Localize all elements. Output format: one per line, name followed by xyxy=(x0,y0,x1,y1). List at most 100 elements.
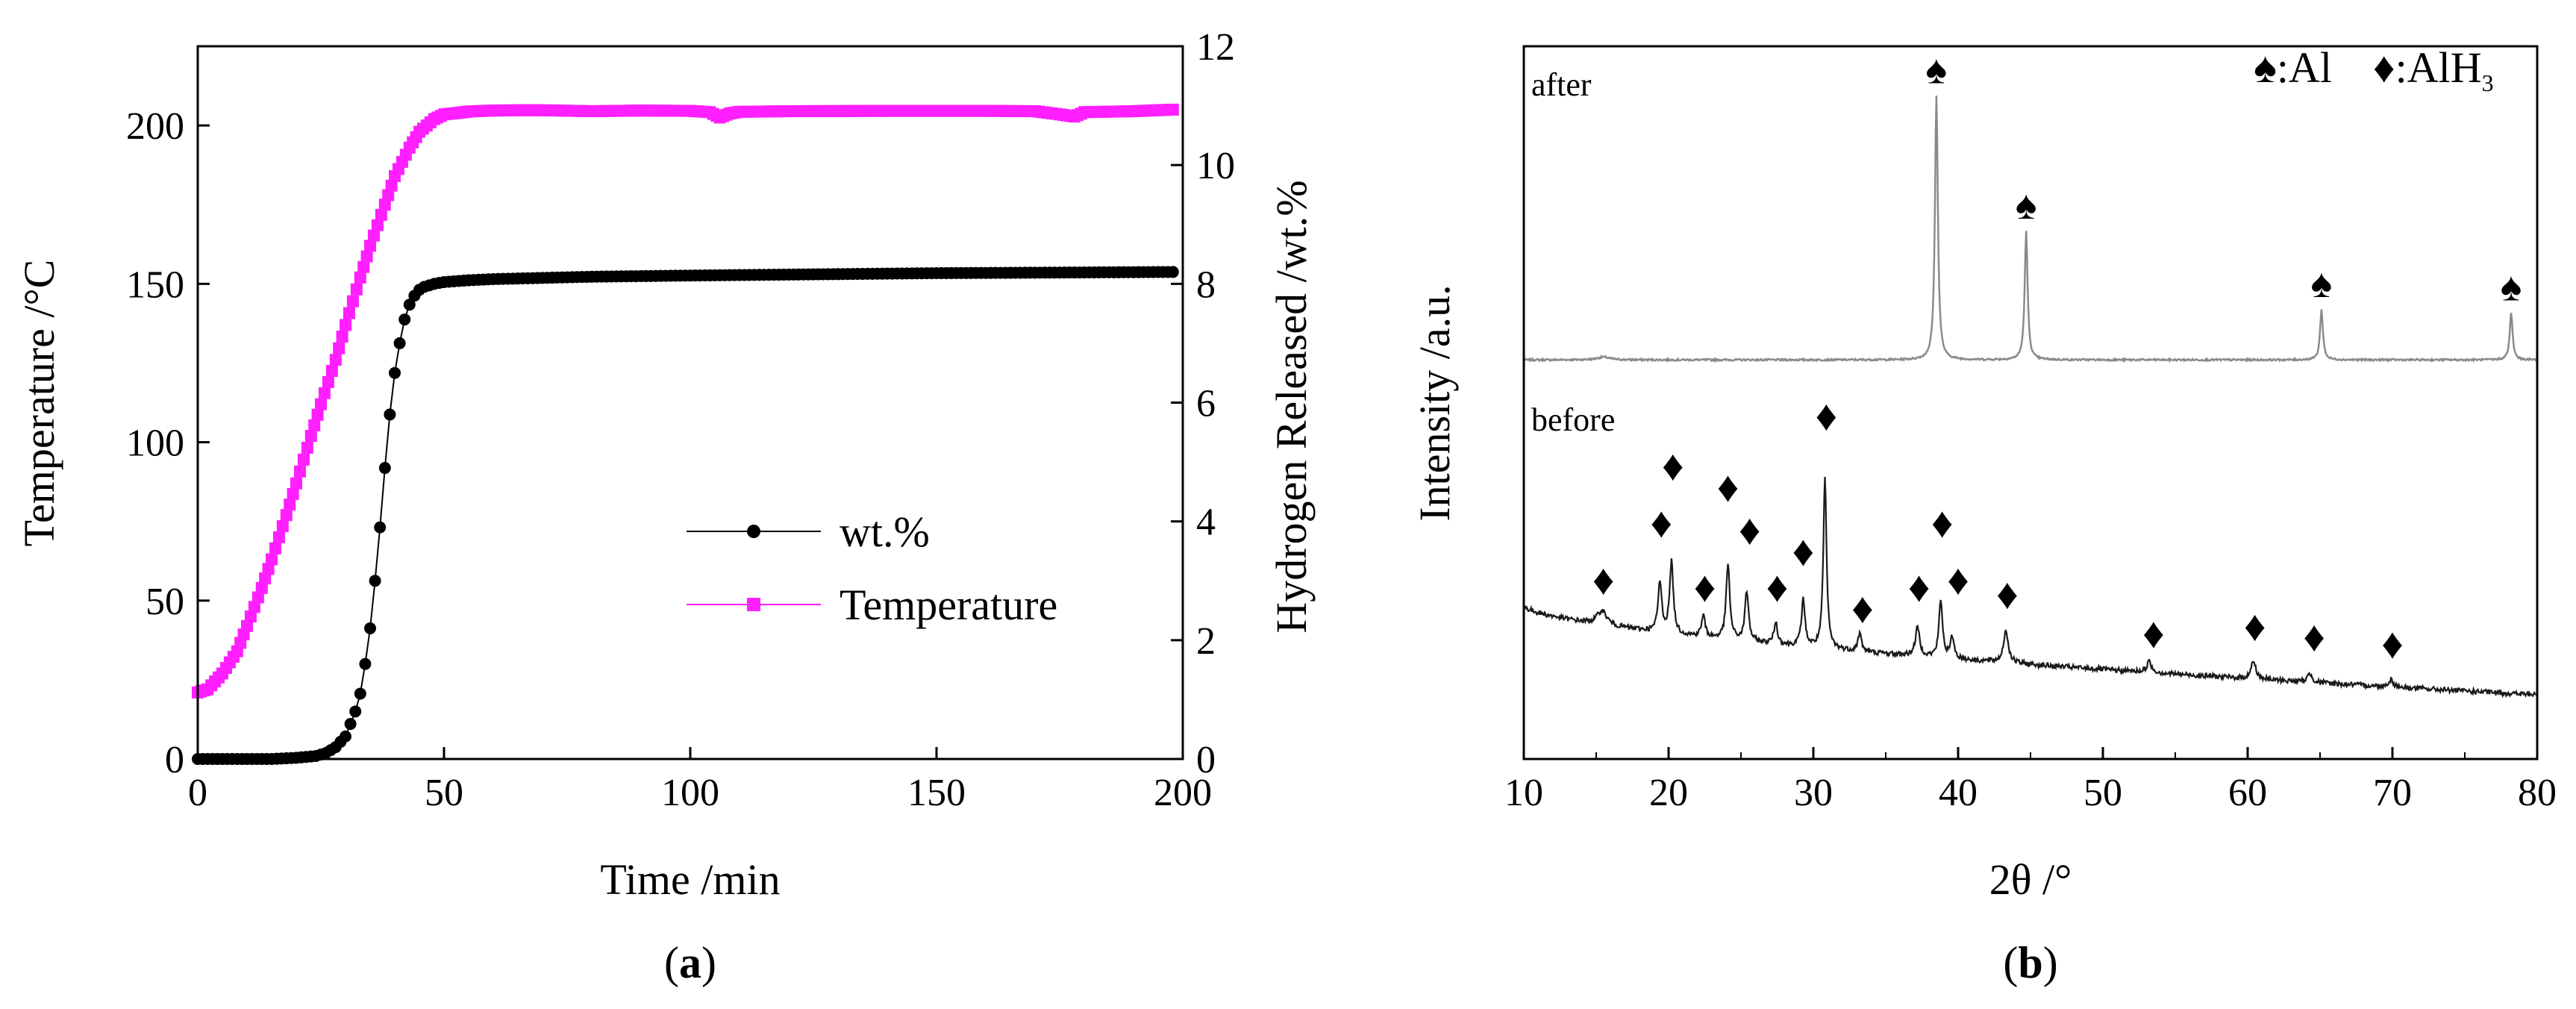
series-temperature-point xyxy=(382,189,395,202)
series-temperature-point xyxy=(284,499,296,511)
legend-marker-wt xyxy=(747,525,760,538)
series-wt-point xyxy=(340,730,351,743)
series-temperature-point xyxy=(280,509,293,522)
panel-a-label-open: ( xyxy=(664,938,679,987)
panel-b-label-letter: b xyxy=(2018,938,2042,987)
series-temperature-point xyxy=(290,477,302,490)
panel-b-y-axis-title: Intensity /a.u. xyxy=(1410,284,1459,521)
legend-label-wt: wt.% xyxy=(840,507,930,556)
panel-a-y2-tick-label: 2 xyxy=(1196,620,1216,663)
panel-a-y-tick-label: 100 xyxy=(126,422,184,465)
series-wt-point xyxy=(1166,266,1179,278)
series-before-pattern xyxy=(1522,476,2539,699)
series-temperature-point xyxy=(293,465,306,478)
curve-label-before: before xyxy=(1531,402,1615,438)
series-temperature-point xyxy=(287,487,299,500)
panel-b-x-tick-label: 70 xyxy=(2373,772,2412,814)
series-wt-point xyxy=(354,687,366,700)
panel-b-x-tick-label: 40 xyxy=(1939,772,1978,814)
series-temperature-point xyxy=(276,520,289,533)
series-wt-point xyxy=(369,575,381,587)
panel-b-x-tick-label: 20 xyxy=(1649,772,1688,814)
panel-a-y2-tick-label: 8 xyxy=(1196,263,1216,306)
series-temperature-point xyxy=(262,563,275,575)
legend-al-text: :Al xyxy=(2277,43,2332,92)
alh3-peak-marker: ♦ xyxy=(1662,441,1684,490)
series-temperature-point xyxy=(360,250,373,263)
series-temperature-point xyxy=(346,295,359,307)
series-temperature-point xyxy=(241,619,253,632)
al-peak-marker: ♠ xyxy=(2501,265,2522,310)
series-temperature-point xyxy=(385,179,398,192)
series-wt-point xyxy=(364,622,376,634)
panel-a-y2-tick-label: 4 xyxy=(1196,502,1216,544)
panel-b-label-close: ) xyxy=(2043,938,2058,987)
panel-a-x-tick-label: 50 xyxy=(425,772,463,814)
series-temperature-point xyxy=(371,219,384,231)
curve-label-after: after xyxy=(1531,66,1592,103)
series-wt-point xyxy=(359,657,372,670)
panel-b-label-open: ( xyxy=(2003,938,2018,987)
alh3-peak-marker: ♦ xyxy=(1717,463,1739,511)
panel-a-x-axis-title: Time /min xyxy=(600,855,780,904)
legend-alh3-symbol: ♦ xyxy=(2373,43,2395,92)
panel-b: ♠♠♠ ♠♦♦♦♦♦♦♦♦♦♦ ♦♦♦ ♦♦ ♦ ♦ ♦ 10 20 30 40 50 60 70 80 … xyxy=(1410,43,2557,987)
series-temperature-point xyxy=(357,260,370,273)
panel-b-legend: ♠:Al ♦:AlH3 xyxy=(2254,43,2494,96)
legend-alh3: ♦:AlH3 xyxy=(2373,43,2494,96)
panel-a-y-axis-title: Temperature /°C xyxy=(15,260,63,547)
alh3-peak-marker: ♦ xyxy=(1931,499,1954,547)
alh3-peak-marker: ♦ xyxy=(1816,392,1838,440)
panel-a-y-tick-label: 50 xyxy=(146,581,184,623)
alh3-peak-marker: ♦ xyxy=(2142,609,2165,657)
alh3-peak-marker: ♦ xyxy=(1792,527,1815,575)
panel-a-x-tick-label: 100 xyxy=(661,772,719,814)
series-temperature-point xyxy=(350,283,363,296)
panel-a-x-tick-label: 200 xyxy=(1154,772,1212,814)
series-temperature-point xyxy=(367,229,380,242)
legend-marker-temperature xyxy=(747,598,760,611)
series-temperature-point xyxy=(315,398,327,410)
series-temperature-point xyxy=(1166,103,1179,116)
al-peak-marker: ♠ xyxy=(1926,47,1948,92)
panel-a-x-tick-label: 150 xyxy=(907,772,966,814)
alh3-peak-marker: ♦ xyxy=(1650,499,1672,547)
alh3-peak-marker: ♦ xyxy=(2381,619,2404,668)
panel-a-y-tick-label: 150 xyxy=(126,263,184,306)
series-temperature-point xyxy=(297,453,310,466)
panel-b-x-tick-label: 50 xyxy=(2083,772,2122,814)
series-wt-point xyxy=(398,313,411,326)
series-wt-point xyxy=(374,521,387,534)
series-temperature-point xyxy=(333,342,346,354)
series-wt-point xyxy=(393,337,406,349)
series-temperature-point xyxy=(340,319,351,331)
series-temperature-point xyxy=(308,419,321,431)
series-wt-point xyxy=(349,705,362,718)
panel-b-x-tick-label: 30 xyxy=(1794,772,1833,814)
alh3-peak-marker: ♦ xyxy=(1947,555,1969,604)
legend-alh3-text: :AlH xyxy=(2395,43,2482,92)
series-temperature-point xyxy=(375,209,387,222)
alh3-peak-marker: ♦ xyxy=(1996,569,2019,618)
panel-a-series-layer xyxy=(192,103,1179,765)
panel-a-label-letter: a xyxy=(679,938,701,987)
series-temperature-point xyxy=(322,375,334,388)
panel-a-label-close: ) xyxy=(701,938,716,987)
series-temperature-point xyxy=(343,307,355,319)
alh3-peak-marker: ♦ xyxy=(2244,602,2266,650)
legend-al: ♠:Al xyxy=(2254,43,2332,92)
panel-b-label: (b) xyxy=(2003,938,2057,987)
panel-b-x-tick-label: 60 xyxy=(2228,772,2267,814)
series-temperature-point xyxy=(244,610,257,622)
alh3-peak-marker: ♦ xyxy=(1592,555,1615,604)
alh3-peak-marker: ♦ xyxy=(2303,613,2325,661)
series-wt-point xyxy=(389,366,401,379)
alh3-peak-marker: ♦ xyxy=(1851,584,1874,632)
panel-b-ticks: 10 20 30 40 50 60 70 80 xyxy=(1504,747,2557,814)
al-peak-marker: ♠ xyxy=(2311,261,2333,306)
panel-a-plot-frame xyxy=(196,45,1184,760)
panel-a-y2-tick-label: 12 xyxy=(1196,26,1235,69)
alh3-peak-marker: ♦ xyxy=(1739,505,1761,554)
